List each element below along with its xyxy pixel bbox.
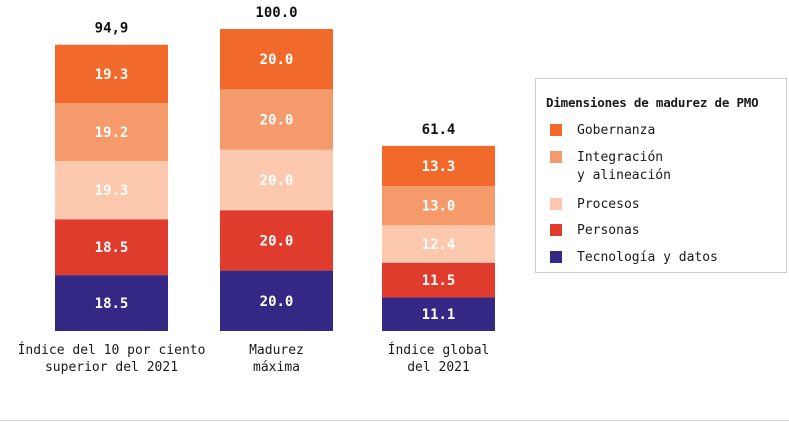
data-label: 11.5	[422, 273, 456, 289]
data-label: 20.0	[260, 294, 294, 310]
bar-segment	[55, 44, 168, 103]
bar-segment	[220, 149, 333, 211]
bar-segment	[382, 297, 495, 331]
bar-segment	[220, 210, 333, 271]
category-label: Madurez máxima	[249, 343, 304, 375]
data-label: 18.5	[95, 296, 129, 312]
legend-label: Integración y alineación	[577, 150, 671, 183]
legend-label: Gobernanza	[577, 123, 656, 138]
legend: Dimensiones de madurez de PMO Gobernanza…	[535, 78, 787, 273]
data-label: 18.5	[95, 240, 129, 256]
bar-segment	[382, 225, 495, 263]
total-label: 100.0	[255, 5, 297, 21]
legend-swatch	[550, 251, 562, 263]
bar-segment	[55, 160, 168, 220]
data-label: 11.1	[422, 307, 456, 323]
data-label: 20.0	[260, 113, 294, 129]
data-label: 12.4	[422, 237, 456, 253]
legend-swatch	[550, 224, 562, 236]
bar-stack: 11.1 11.5 12.4 13.0 13.3 61.4 Índice global del…	[382, 122, 495, 375]
bottom-rule	[0, 420, 789, 421]
bar-segment	[220, 270, 333, 331]
total-label: 61.4	[422, 122, 456, 138]
data-label: 20.0	[260, 233, 294, 249]
data-label: 19.3	[95, 183, 129, 199]
bar-segment	[220, 29, 333, 90]
total-label: 94,9	[95, 21, 129, 37]
category-label: Índice del 10 por ciento superior del 202…	[18, 342, 206, 375]
legend-swatch	[550, 151, 562, 163]
data-label: 13.3	[422, 159, 456, 175]
data-label: 19.3	[95, 67, 129, 83]
bar-stack: 20.0 20.0 20.0 20.0 20.0 100.0 Madurez máxima	[220, 5, 333, 375]
legend-label: Tecnología y datos	[577, 250, 718, 265]
data-label: 20.0	[260, 173, 294, 189]
bar-segment	[55, 219, 168, 276]
legend-swatch	[550, 124, 562, 136]
bar-segment	[55, 275, 168, 331]
bar-stack: 18.5 18.5 19.3 19.2 19.3 94,9 Índice del 10 po…	[18, 21, 206, 375]
category-label: Índice global del 2021	[388, 342, 490, 375]
data-label: 20.0	[260, 52, 294, 68]
bar-segment	[382, 262, 495, 298]
legend-label: Personas	[577, 223, 640, 238]
legend-title: Dimensiones de madurez de PMO	[546, 95, 759, 110]
data-label: 19.2	[95, 125, 129, 141]
legend-label: Procesos	[577, 197, 640, 212]
data-label: 13.0	[422, 199, 456, 215]
legend-swatch	[550, 198, 562, 210]
bar-segment	[382, 145, 495, 187]
bar-segment	[220, 89, 333, 150]
bar-segment	[382, 186, 495, 226]
bar-segment	[55, 102, 168, 161]
